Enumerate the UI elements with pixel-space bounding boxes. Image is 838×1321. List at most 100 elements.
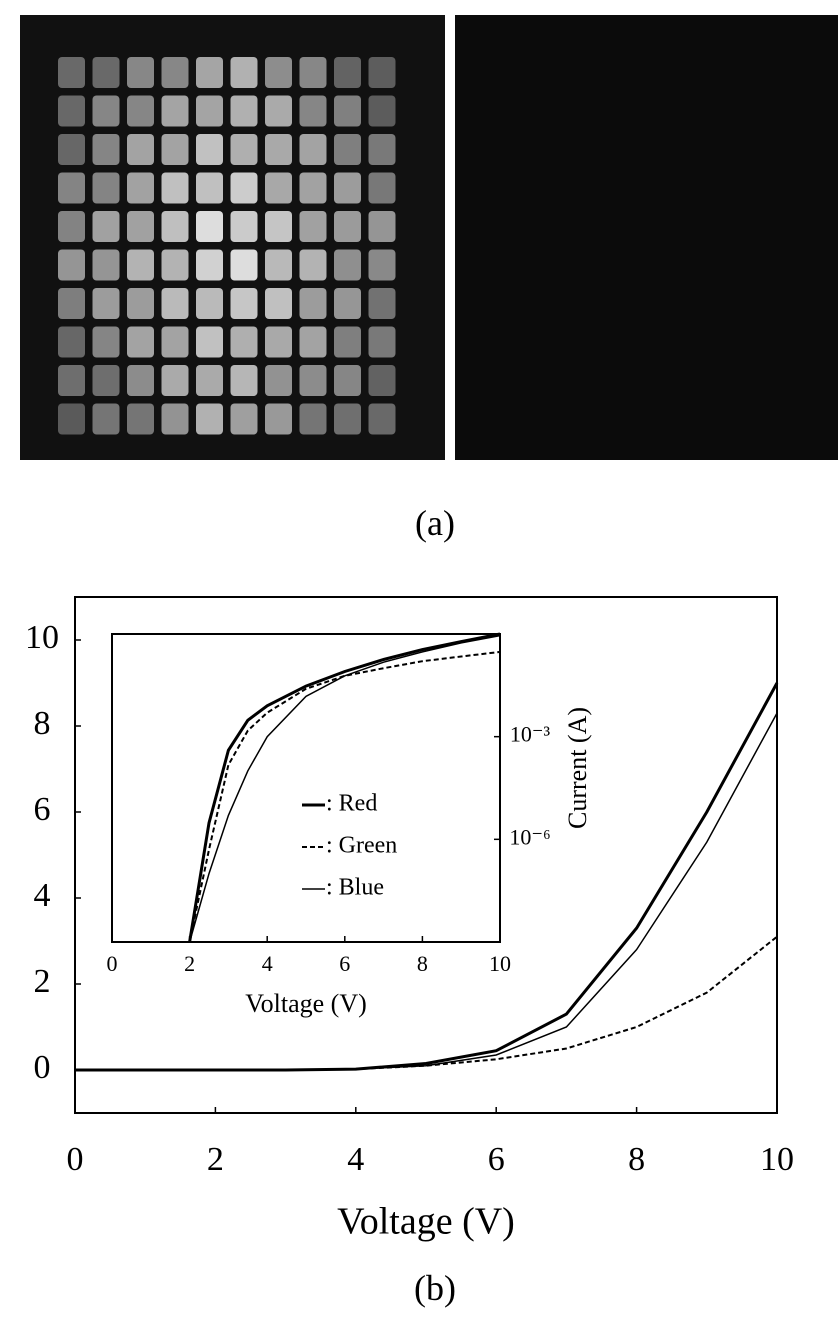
pixel (265, 326, 292, 358)
pixel (196, 403, 223, 435)
pixel (299, 95, 327, 127)
pixel-grid (58, 57, 396, 435)
pixel (196, 172, 223, 204)
pixel (92, 95, 120, 127)
pixel (92, 403, 120, 435)
y-tick-label: 10⁻⁶ (509, 824, 550, 849)
pixel (368, 249, 396, 281)
pixel (265, 365, 292, 396)
pixel (334, 134, 361, 165)
x-tick-label: 10 (489, 951, 511, 976)
pixel (92, 57, 120, 88)
pixel (127, 172, 154, 204)
pixel (196, 249, 223, 281)
pixel (161, 134, 189, 165)
y-tick-label: 10⁻³ (510, 722, 551, 747)
pixel (299, 249, 327, 281)
pixel (368, 172, 396, 204)
pixel (127, 249, 154, 281)
pixel (230, 57, 258, 88)
legend-label: : Red (326, 791, 377, 817)
pixel (265, 57, 292, 88)
pixel (92, 365, 120, 396)
pixel (92, 211, 120, 242)
pixel (334, 57, 361, 88)
pixel (299, 288, 327, 319)
pixel (334, 95, 361, 127)
pixel (127, 326, 154, 358)
series-line (75, 712, 778, 1071)
pixel (161, 288, 189, 319)
pixel (230, 95, 258, 127)
y-axis-title: Current (A) (563, 707, 592, 829)
pixel (196, 134, 223, 165)
pixel (265, 172, 292, 204)
pixel (265, 249, 292, 281)
pixel (299, 365, 327, 396)
pixel (58, 326, 85, 358)
pixel (196, 365, 223, 396)
pixel (196, 288, 223, 319)
pixel (161, 172, 189, 204)
pixel (161, 211, 189, 242)
pixel (265, 95, 292, 127)
pixel (196, 57, 223, 88)
pixel (127, 288, 154, 319)
plot-frame (111, 633, 501, 943)
pixel (334, 326, 361, 358)
pixel (265, 211, 292, 242)
pixel (368, 211, 396, 242)
pixel (161, 249, 189, 281)
pixel (265, 288, 292, 319)
pixel (230, 172, 258, 204)
pixel (161, 403, 189, 435)
pixel (58, 95, 85, 127)
pixel (368, 57, 396, 88)
x-tick-label: 10 (760, 1141, 794, 1178)
pixel (127, 211, 154, 242)
pixel (230, 249, 258, 281)
x-tick-label: 8 (417, 951, 428, 976)
pixel (368, 326, 396, 358)
pixel (368, 95, 396, 127)
y-tick-label: 6 (34, 791, 51, 828)
x-tick-label: 2 (207, 1141, 224, 1178)
pixel (299, 172, 327, 204)
y-tick-label: 0 (34, 1049, 51, 1086)
pixel (196, 95, 223, 127)
pixel (299, 326, 327, 358)
pixel (92, 326, 120, 358)
x-tick-label: 4 (347, 1141, 364, 1178)
y-tick-label: 10 (25, 619, 59, 656)
legend-label: : Green (326, 833, 397, 859)
pixel (58, 134, 85, 165)
pixel (230, 288, 258, 319)
pixel (334, 249, 361, 281)
panel-label: (b) (414, 1268, 456, 1308)
pixel (58, 288, 85, 319)
pixel (92, 172, 120, 204)
pixel (230, 211, 258, 242)
x-tick-label: 2 (184, 951, 195, 976)
pixel (161, 365, 189, 396)
pixel (92, 249, 120, 281)
x-tick-label: 8 (628, 1141, 645, 1178)
pixel (368, 134, 396, 165)
pixel (127, 403, 154, 435)
pixel (334, 365, 361, 396)
pixel (58, 211, 85, 242)
pixel (299, 134, 327, 165)
series-line (188, 632, 501, 943)
pixel (92, 288, 120, 319)
pixel (230, 403, 258, 435)
x-tick-label: 0 (107, 951, 118, 976)
pixel (368, 403, 396, 435)
y-tick-label: 4 (34, 877, 51, 914)
plot-frame (74, 596, 778, 1114)
pixel (127, 365, 154, 396)
x-axis-title: Voltage (V) (337, 1201, 515, 1243)
pixel (299, 57, 327, 88)
x-tick-label: 0 (67, 1141, 84, 1178)
pixel (230, 134, 258, 165)
